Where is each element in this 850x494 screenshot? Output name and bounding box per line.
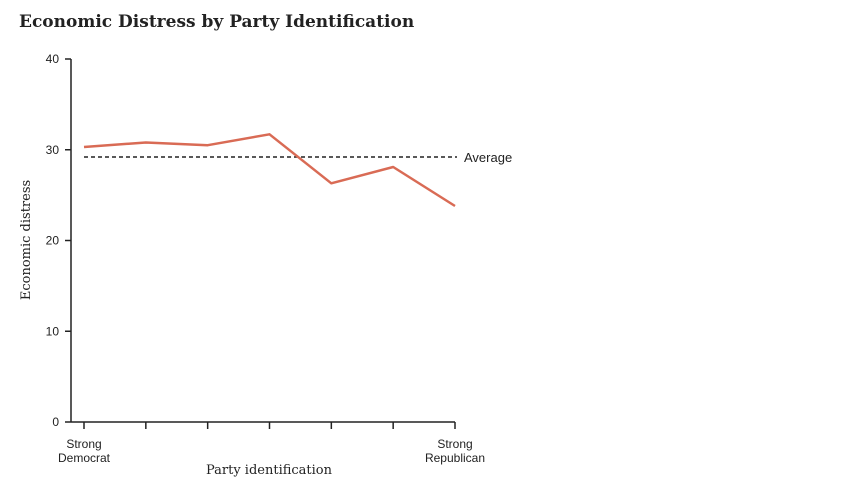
x-tick-label-line: Strong [437,437,472,451]
y-tick-label: 20 [46,234,60,248]
x-tick-label-line: Democrat [58,451,111,465]
series [83,133,456,208]
y-tick-label: 30 [46,143,60,157]
x-tick-label: Strong Republican [425,437,485,465]
x-tick-label-line: Republican [425,451,485,465]
chart-title: Economic Distress by Party Identificatio… [19,12,415,32]
y-tick-label: 10 [46,324,60,338]
y-tick-label: 0 [52,415,59,429]
y-axis-label: Economic distress [19,180,34,300]
average-label: Average [464,150,512,165]
series-line [83,133,456,208]
x-tick-label: Strong Democrat [58,437,111,465]
y-axis: 0 10 20 30 40 [46,52,72,429]
x-tick-label-line: Strong [66,437,101,451]
y-tick-label: 40 [46,52,60,66]
average-reference: Average [84,150,512,165]
x-axis-label: Party identification [206,463,333,478]
